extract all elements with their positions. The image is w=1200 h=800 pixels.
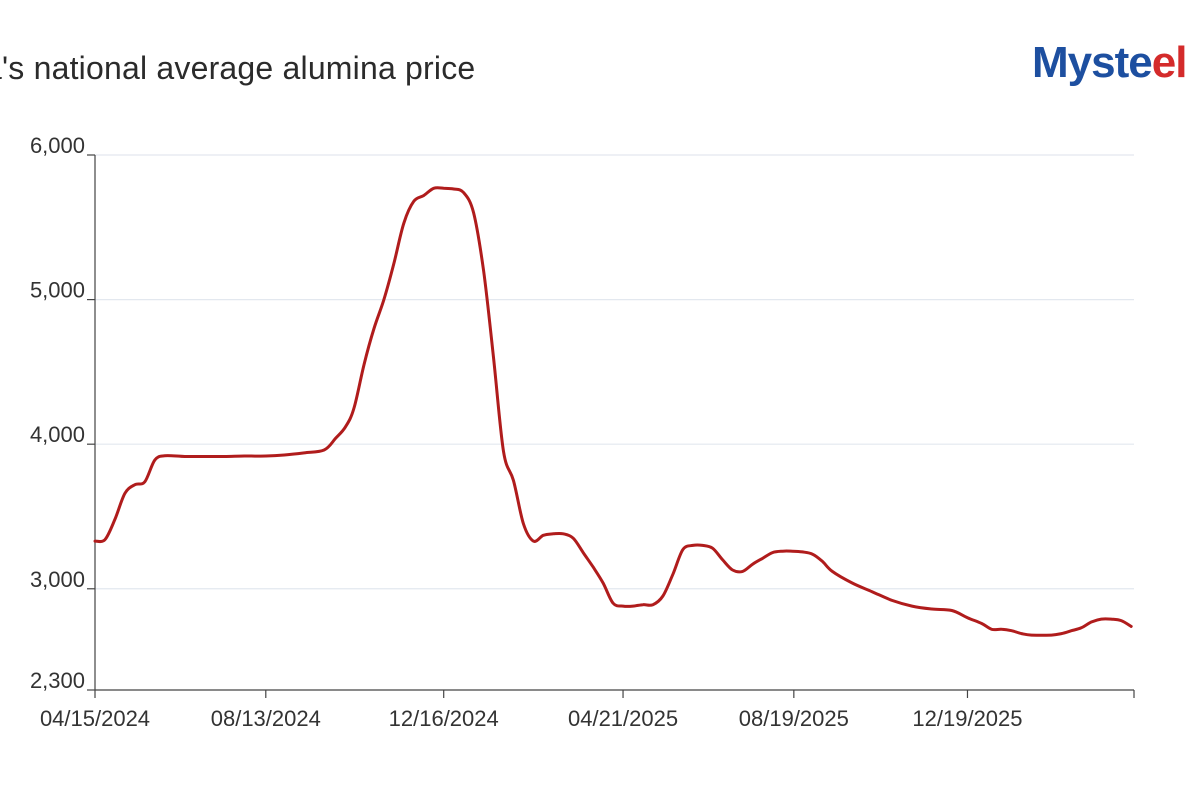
gridlines	[95, 154, 1134, 590]
y-tick-label: 4,000	[30, 422, 85, 447]
axes	[94, 155, 1134, 691]
brand-name-accent: el	[1151, 38, 1188, 87]
x-tick-label: 04/21/2025	[568, 706, 678, 731]
series-layer	[93, 186, 1133, 637]
brand-name-main: Myste	[1032, 38, 1153, 87]
x-tick-label: 04/15/2024	[40, 706, 150, 731]
y-axis-ticks: 6,000 5,000 4,000 3,000 2,300	[30, 133, 95, 693]
y-tick-label: 3,000	[30, 567, 85, 592]
x-tick-label: 12/19/2025	[912, 706, 1022, 731]
y-tick-label: 6,000	[30, 133, 85, 158]
y-tick-label: 5,000	[30, 278, 85, 303]
y-tick-label: 2,300	[30, 668, 85, 693]
brand-logo: Mysteel	[1032, 38, 1188, 88]
x-tick-label: 08/19/2025	[739, 706, 849, 731]
chart-title: na's national average alumina price	[0, 50, 476, 86]
x-tick-label: 08/13/2024	[211, 706, 321, 731]
x-axis-ticks: 04/15/2024 08/13/2024 12/16/2024 04/21/2025…	[40, 690, 1135, 731]
series-line	[93, 186, 1133, 637]
x-tick-label: 12/16/2024	[389, 706, 499, 731]
